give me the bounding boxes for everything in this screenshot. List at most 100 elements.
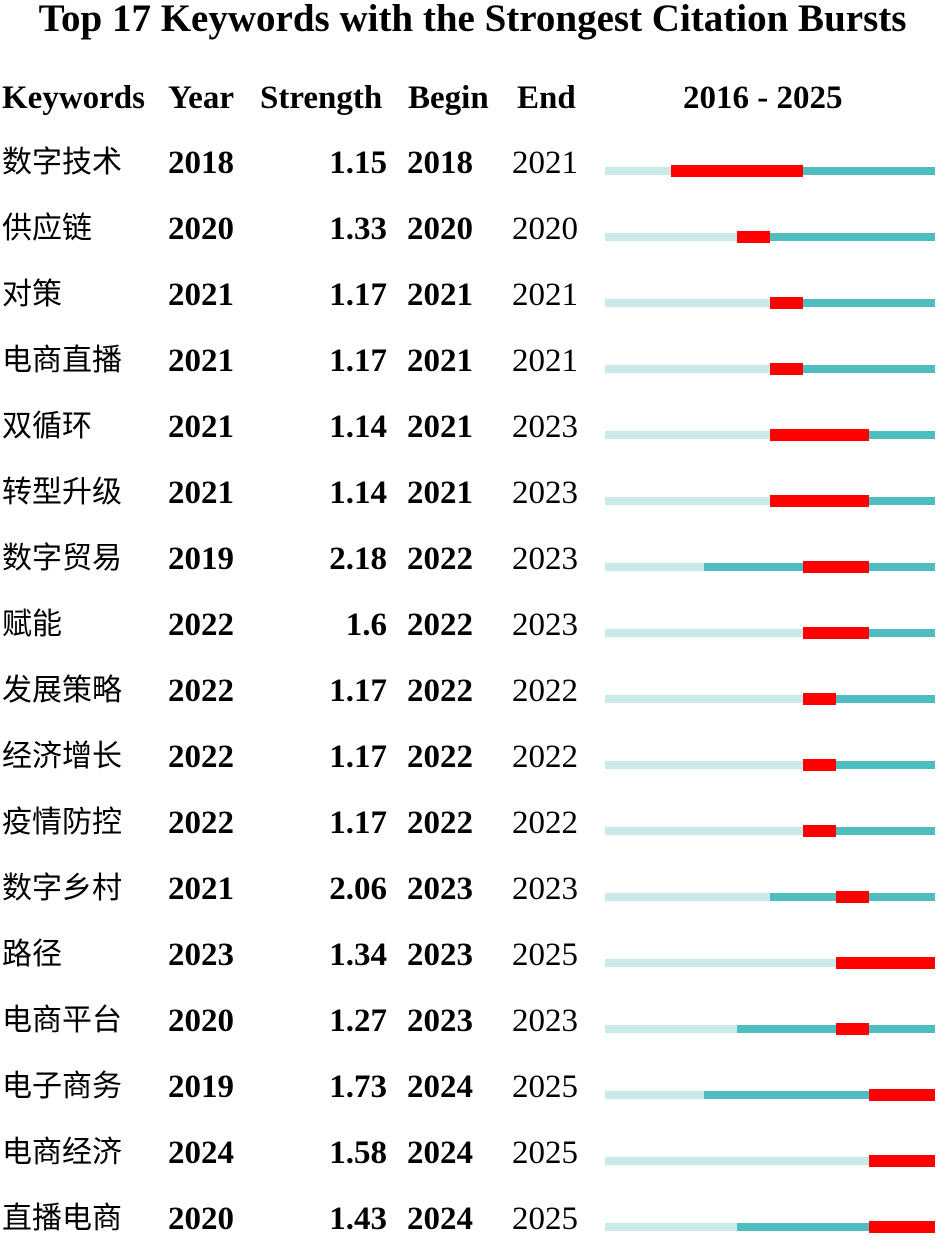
strength-cell: 1.14 (329, 409, 387, 445)
burst-timeline (605, 561, 935, 573)
burst-timeline (605, 1089, 935, 1101)
timeline-before-appearance (605, 233, 737, 241)
begin-cell: 2024 (407, 1201, 473, 1237)
timeline-burst-segment (869, 1221, 935, 1233)
burst-row: 数字乡村 2021 2.06 2023 2023 (0, 864, 945, 930)
burst-row: 数字贸易 2019 2.18 2022 2023 (0, 534, 945, 600)
begin-cell: 2021 (407, 475, 473, 511)
timeline-after-appearance (770, 365, 935, 373)
keyword-cell: 电子商务 (2, 1069, 122, 1104)
strength-cell: 1.17 (329, 277, 387, 313)
year-cell: 2021 (168, 277, 234, 313)
timeline-before-appearance (605, 365, 770, 373)
end-cell: 2021 (512, 145, 578, 181)
timeline-after-appearance (803, 761, 935, 769)
timeline-burst-segment (737, 231, 770, 243)
begin-cell: 2023 (407, 871, 473, 907)
begin-cell: 2024 (407, 1135, 473, 1171)
burst-timeline (605, 825, 935, 837)
year-cell: 2023 (168, 937, 234, 973)
keyword-cell: 疫情防控 (2, 805, 122, 840)
begin-cell: 2023 (407, 1003, 473, 1039)
strength-cell: 1.17 (329, 805, 387, 841)
keyword-cell: 经济增长 (2, 739, 122, 774)
burst-row: 电商经济 2024 1.58 2024 2025 (0, 1128, 945, 1194)
strength-cell: 1.14 (329, 475, 387, 511)
timeline-after-appearance (704, 1091, 935, 1099)
begin-cell: 2022 (407, 541, 473, 577)
timeline-before-appearance (605, 959, 836, 967)
end-cell: 2023 (512, 541, 578, 577)
header-end: End (517, 80, 576, 116)
keyword-cell: 直播电商 (2, 1201, 122, 1236)
end-cell: 2021 (512, 343, 578, 379)
begin-cell: 2021 (407, 409, 473, 445)
header-year: Year (168, 80, 234, 116)
header-begin: Begin (408, 80, 489, 116)
begin-cell: 2018 (407, 145, 473, 181)
chart-title: Top 17 Keywords with the Strongest Citat… (38, 0, 907, 40)
timeline-burst-segment (770, 429, 869, 441)
year-cell: 2020 (168, 1003, 234, 1039)
end-cell: 2025 (512, 937, 578, 973)
burst-timeline (605, 957, 935, 969)
timeline-after-appearance (737, 1223, 935, 1231)
burst-timeline (605, 429, 935, 441)
begin-cell: 2022 (407, 673, 473, 709)
keyword-cell: 电商平台 (2, 1003, 122, 1038)
end-cell: 2023 (512, 1003, 578, 1039)
end-cell: 2023 (512, 871, 578, 907)
timeline-before-appearance (605, 1223, 737, 1231)
begin-cell: 2021 (407, 343, 473, 379)
end-cell: 2025 (512, 1135, 578, 1171)
end-cell: 2023 (512, 409, 578, 445)
burst-row: 转型升级 2021 1.14 2021 2023 (0, 468, 945, 534)
end-cell: 2022 (512, 739, 578, 775)
timeline-after-appearance (737, 233, 935, 241)
timeline-before-appearance (605, 431, 770, 439)
begin-cell: 2022 (407, 805, 473, 841)
year-cell: 2022 (168, 739, 234, 775)
burst-row: 直播电商 2020 1.43 2024 2025 (0, 1194, 945, 1260)
end-cell: 2022 (512, 805, 578, 841)
strength-cell: 1.15 (329, 145, 387, 181)
timeline-burst-segment (803, 627, 869, 639)
timeline-burst-segment (770, 495, 869, 507)
strength-cell: 1.34 (329, 937, 387, 973)
burst-timeline (605, 231, 935, 243)
keyword-cell: 电商直播 (2, 343, 122, 378)
end-cell: 2025 (512, 1201, 578, 1237)
keyword-cell: 对策 (2, 277, 62, 312)
timeline-after-appearance (803, 827, 935, 835)
end-cell: 2023 (512, 607, 578, 643)
burst-row: 双循环 2021 1.14 2021 2023 (0, 402, 945, 468)
keyword-cell: 赋能 (2, 607, 62, 642)
year-cell: 2019 (168, 541, 234, 577)
timeline-before-appearance (605, 761, 803, 769)
timeline-after-appearance (770, 299, 935, 307)
begin-cell: 2021 (407, 277, 473, 313)
year-cell: 2021 (168, 343, 234, 379)
year-cell: 2024 (168, 1135, 234, 1171)
burst-row: 电商直播 2021 1.17 2021 2021 (0, 336, 945, 402)
end-cell: 2022 (512, 673, 578, 709)
strength-cell: 2.06 (329, 871, 387, 907)
timeline-before-appearance (605, 1091, 704, 1099)
burst-row: 电子商务 2019 1.73 2024 2025 (0, 1062, 945, 1128)
timeline-before-appearance (605, 1157, 869, 1165)
timeline-burst-segment (803, 759, 836, 771)
year-cell: 2022 (168, 805, 234, 841)
strength-cell: 1.17 (329, 343, 387, 379)
timeline-burst-segment (770, 363, 803, 375)
burst-timeline (605, 1221, 935, 1233)
begin-cell: 2020 (407, 211, 473, 247)
burst-timeline (605, 1155, 935, 1167)
timeline-burst-segment (803, 825, 836, 837)
burst-row: 路径 2023 1.34 2023 2025 (0, 930, 945, 996)
burst-timeline (605, 759, 935, 771)
timeline-before-appearance (605, 167, 671, 175)
end-cell: 2020 (512, 211, 578, 247)
header-strength: Strength (260, 80, 383, 116)
burst-row: 电商平台 2020 1.27 2023 2023 (0, 996, 945, 1062)
strength-cell: 1.17 (329, 739, 387, 775)
